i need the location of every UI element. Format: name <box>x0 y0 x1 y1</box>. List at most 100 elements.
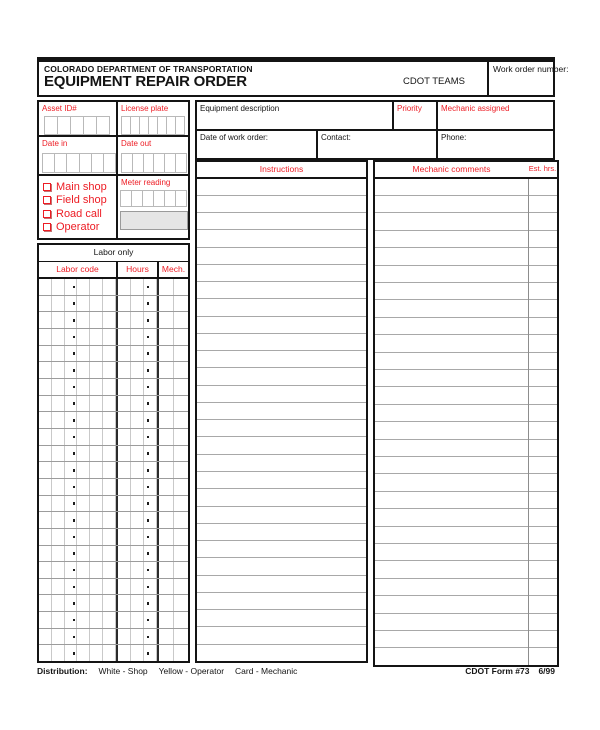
mechanic-assigned-field[interactable]: Mechanic assigned <box>438 102 553 129</box>
labor-row[interactable] <box>39 645 188 662</box>
labor-row[interactable] <box>39 345 188 363</box>
hours-field[interactable] <box>118 545 159 562</box>
mech-field[interactable] <box>159 595 188 612</box>
mech-field[interactable] <box>159 478 188 495</box>
code-field[interactable] <box>39 345 118 362</box>
labor-row[interactable] <box>39 312 188 329</box>
mech-field[interactable] <box>159 578 188 595</box>
labor-row[interactable] <box>39 279 188 296</box>
code-field[interactable] <box>39 562 118 578</box>
license-plate-field[interactable] <box>121 116 185 135</box>
code-field[interactable] <box>39 412 118 428</box>
hours-field[interactable] <box>118 412 159 428</box>
mech-field[interactable] <box>159 562 188 578</box>
labor-row[interactable] <box>39 445 188 463</box>
code-field[interactable] <box>39 445 118 462</box>
code-field[interactable] <box>39 328 118 345</box>
code-field[interactable] <box>39 362 118 378</box>
mech-field[interactable] <box>159 412 188 428</box>
contact-field[interactable]: Contact: <box>318 131 438 158</box>
code-field[interactable] <box>39 478 118 495</box>
labor-row[interactable] <box>39 628 188 646</box>
code-field[interactable] <box>39 312 118 328</box>
date-of-work-order-field[interactable]: Date of work order: <box>197 131 318 158</box>
labor-row[interactable] <box>39 595 188 613</box>
labor-row[interactable] <box>39 378 188 396</box>
hours-field[interactable] <box>118 395 159 412</box>
mech-field[interactable] <box>159 495 188 512</box>
mech-field[interactable] <box>159 345 188 362</box>
hours-field[interactable] <box>118 378 159 395</box>
hours-field[interactable] <box>118 295 159 312</box>
code-field[interactable] <box>39 595 118 612</box>
mech-field[interactable] <box>159 628 188 645</box>
hours-field[interactable] <box>118 628 159 645</box>
hours-field[interactable] <box>118 478 159 495</box>
hours-field[interactable] <box>118 495 159 512</box>
mech-field[interactable] <box>159 445 188 462</box>
code-field[interactable] <box>39 279 118 295</box>
code-field[interactable] <box>39 612 118 628</box>
mech-field[interactable] <box>159 528 188 545</box>
code-field[interactable] <box>39 295 118 312</box>
asset-id-field[interactable] <box>44 116 110 135</box>
checkbox-item-operator[interactable]: Operator <box>43 221 116 235</box>
labor-row[interactable] <box>39 495 188 513</box>
labor-row[interactable] <box>39 328 188 346</box>
hours-field[interactable] <box>118 345 159 362</box>
labor-row[interactable] <box>39 362 188 379</box>
mech-field[interactable] <box>159 312 188 328</box>
hours-field[interactable] <box>118 512 159 528</box>
mech-field[interactable] <box>159 428 188 445</box>
mech-field[interactable] <box>159 279 188 295</box>
mech-field[interactable] <box>159 612 188 628</box>
mech-field[interactable] <box>159 378 188 395</box>
hours-field[interactable] <box>118 462 159 478</box>
phone-field[interactable]: Phone: <box>438 131 553 158</box>
priority-field[interactable]: Priority <box>394 102 438 129</box>
mech-field[interactable] <box>159 328 188 345</box>
hours-field[interactable] <box>118 445 159 462</box>
code-field[interactable] <box>39 528 118 545</box>
labor-row[interactable] <box>39 412 188 429</box>
mech-field[interactable] <box>159 295 188 312</box>
code-field[interactable] <box>39 462 118 478</box>
labor-row[interactable] <box>39 545 188 563</box>
code-field[interactable] <box>39 578 118 595</box>
mech-field[interactable] <box>159 512 188 528</box>
hours-field[interactable] <box>118 595 159 612</box>
code-field[interactable] <box>39 628 118 645</box>
hours-field[interactable] <box>118 362 159 378</box>
code-field[interactable] <box>39 512 118 528</box>
labor-row[interactable] <box>39 478 188 496</box>
hours-field[interactable] <box>118 428 159 445</box>
labor-row[interactable] <box>39 295 188 313</box>
instructions-writing-area[interactable] <box>197 179 366 662</box>
meter-reading-field[interactable] <box>120 190 187 207</box>
hours-field[interactable] <box>118 528 159 545</box>
labor-row[interactable] <box>39 395 188 413</box>
labor-row[interactable] <box>39 612 188 629</box>
hours-field[interactable] <box>118 328 159 345</box>
labor-row[interactable] <box>39 428 188 446</box>
mech-field[interactable] <box>159 395 188 412</box>
checkbox-item-road-call[interactable]: Road call <box>43 207 116 221</box>
hours-field[interactable] <box>118 312 159 328</box>
mech-field[interactable] <box>159 362 188 378</box>
code-field[interactable] <box>39 545 118 562</box>
hours-field[interactable] <box>118 562 159 578</box>
labor-row[interactable] <box>39 528 188 546</box>
hours-field[interactable] <box>118 645 159 662</box>
mech-field[interactable] <box>159 645 188 662</box>
mech-field[interactable] <box>159 545 188 562</box>
date-out-field[interactable] <box>121 153 187 173</box>
code-field[interactable] <box>39 395 118 412</box>
code-field[interactable] <box>39 378 118 395</box>
checkbox-icon[interactable] <box>43 182 51 191</box>
checkbox-icon[interactable] <box>43 196 51 205</box>
labor-row[interactable] <box>39 512 188 529</box>
hours-field[interactable] <box>118 578 159 595</box>
checkbox-icon[interactable] <box>43 209 51 218</box>
date-in-field[interactable] <box>42 153 117 173</box>
code-field[interactable] <box>39 495 118 512</box>
